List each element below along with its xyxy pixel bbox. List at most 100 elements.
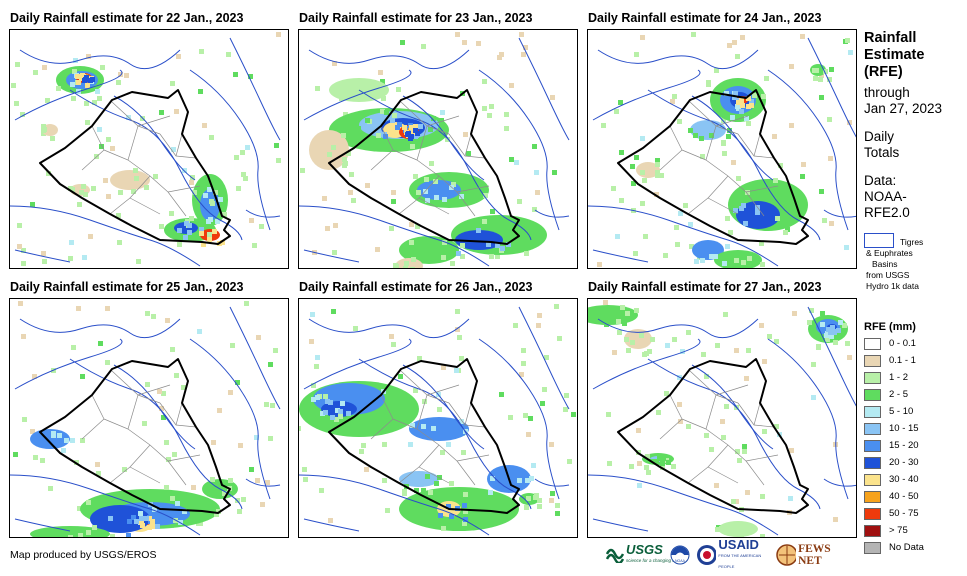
rain-cell — [438, 513, 443, 518]
rain-cell — [310, 312, 315, 317]
rain-cell — [437, 475, 442, 480]
rain-cell — [359, 449, 364, 454]
rain-cell — [549, 442, 554, 447]
rain-cell — [629, 464, 634, 469]
rain-cell — [449, 514, 454, 519]
rain-cell — [361, 443, 366, 448]
admin-boundary — [91, 125, 105, 151]
rain-cell — [264, 402, 269, 407]
rain-cell — [268, 436, 273, 441]
rain-cell — [476, 41, 481, 46]
rain-cell — [647, 349, 652, 354]
rain-area — [409, 417, 469, 441]
rain-cell — [392, 113, 397, 118]
rain-cell — [50, 136, 55, 141]
rain-cell — [619, 150, 624, 155]
rain-cell — [441, 526, 446, 531]
river-line — [245, 478, 281, 487]
rain-cell — [417, 356, 422, 361]
rain-cell — [739, 206, 744, 211]
rain-cell — [383, 134, 388, 139]
map-panel-27 — [587, 298, 857, 538]
country-border — [328, 358, 520, 514]
rain-cell — [442, 197, 447, 202]
rain-cell — [235, 380, 240, 385]
rain-cell — [656, 410, 661, 415]
rain-cell — [725, 216, 730, 221]
rain-cell — [713, 254, 718, 259]
rain-cell — [678, 211, 683, 216]
rain-cell — [639, 333, 644, 338]
fewsnet-logo: FEWS NET — [776, 541, 852, 569]
rain-cell — [208, 217, 213, 222]
rain-cell — [92, 525, 97, 530]
usaid-seal-icon — [697, 545, 717, 565]
rain-cell — [377, 84, 382, 89]
rain-cell — [311, 383, 316, 388]
rain-cell — [274, 143, 279, 148]
rain-cell — [202, 123, 207, 128]
rain-cell — [660, 461, 665, 466]
admin-boundary — [398, 466, 420, 484]
rain-cell — [555, 503, 560, 508]
rain-cell — [829, 67, 834, 72]
noaa-logo: NOAA — [670, 541, 694, 569]
rain-cell — [331, 309, 336, 314]
rain-cell — [833, 340, 838, 345]
rain-cell — [46, 171, 51, 176]
rain-cell — [720, 419, 725, 424]
admin-boundary — [127, 125, 151, 177]
rain-cell — [455, 309, 460, 314]
rain-cell — [425, 474, 430, 479]
rain-cell — [418, 124, 423, 129]
rain-cell — [314, 364, 319, 369]
river-line — [303, 69, 412, 121]
admin-boundary — [464, 402, 472, 426]
rain-cell — [394, 264, 399, 268]
rain-cell — [84, 101, 89, 106]
admin-boundary — [81, 418, 129, 440]
rain-cell — [151, 314, 156, 319]
panel-title-24: Daily Rainfall estimate for 24 Jan., 202… — [588, 11, 822, 25]
rain-cell — [84, 75, 89, 80]
admin-boundary — [456, 454, 490, 462]
rain-cell — [42, 259, 47, 264]
rain-cell — [413, 124, 418, 129]
rain-cell — [625, 311, 630, 316]
legend-label: > 75 — [889, 525, 908, 536]
rain-cell — [665, 343, 670, 348]
rain-cell — [814, 68, 819, 73]
panel-title-23: Daily Rainfall estimate for 23 Jan., 202… — [299, 11, 533, 25]
rain-cell — [746, 121, 751, 126]
rain-cell — [671, 464, 676, 469]
basin-line-4: from USGS — [866, 270, 910, 280]
rain-cell — [414, 488, 419, 493]
rain-cell — [740, 103, 745, 108]
rain-cell — [210, 477, 215, 482]
rain-cell — [214, 512, 219, 517]
river-line — [592, 518, 649, 532]
rain-cell — [330, 415, 335, 420]
rain-cell — [482, 219, 487, 224]
rain-cell — [688, 128, 693, 133]
rain-cell — [526, 432, 531, 437]
river-line — [807, 306, 856, 407]
usgs-tagline: science for a changing world — [626, 558, 684, 563]
rain-area — [110, 170, 150, 190]
basin-line-2: & Euphrates — [866, 248, 913, 258]
rain-cell — [105, 360, 110, 365]
rain-cell — [402, 489, 407, 494]
rain-cell — [147, 525, 152, 530]
rain-cell — [544, 355, 549, 360]
rain-cell — [428, 127, 433, 132]
rain-cell — [746, 104, 751, 109]
rain-cell — [529, 476, 534, 481]
rain-cell — [299, 426, 301, 431]
rain-cell — [807, 320, 812, 325]
river-line — [588, 205, 779, 267]
legend-title: RFE (mm) — [864, 321, 916, 333]
rain-cell — [744, 116, 749, 121]
rain-cell — [252, 243, 257, 248]
rain-cell — [700, 154, 705, 159]
river-line — [767, 69, 849, 231]
